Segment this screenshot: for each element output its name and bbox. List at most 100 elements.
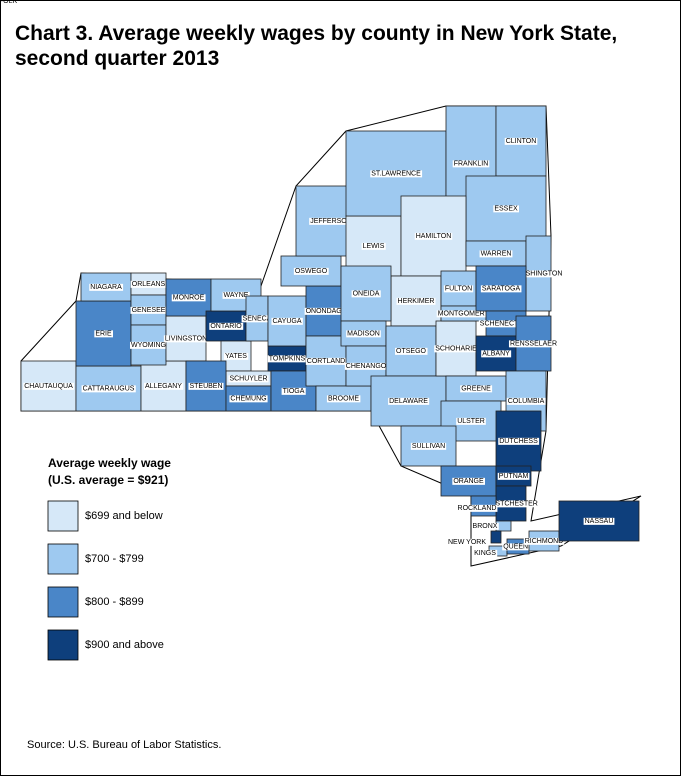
county-label-box <box>224 352 249 360</box>
county-label: DELAWARE <box>389 398 428 405</box>
county-label-box <box>456 417 486 425</box>
county-label-box <box>228 375 269 383</box>
county-label: CATTARAUGUS <box>83 385 135 392</box>
county-label: MONTGOMERY <box>438 310 490 317</box>
county-label: CHENANGO <box>346 363 387 370</box>
county-label-box <box>583 517 615 525</box>
county-label: ULSTER <box>457 418 485 425</box>
county-label: SUFFOLK <box>1 1 17 5</box>
county-label: LIVINGSTON <box>165 335 207 342</box>
legend-title: Average weekly wage <box>48 456 171 470</box>
county-label-box <box>456 504 498 512</box>
county-label: ONONDAGA <box>306 308 347 315</box>
legend-label: $700 - $799 <box>85 553 144 565</box>
county-label: ROCKLAND <box>458 505 497 512</box>
county-label-box <box>508 340 559 348</box>
county-label-box <box>414 232 453 240</box>
county-label-box <box>452 160 490 168</box>
county-label-box <box>81 385 136 393</box>
legend-swatch <box>47 500 79 532</box>
county-label: SARATOGA <box>482 285 521 292</box>
source-note: Source: U.S. Bureau of Labor Statistics. <box>27 739 222 751</box>
county-label-box <box>504 137 538 145</box>
county <box>490 530 502 544</box>
county-label-box <box>209 322 244 330</box>
county-label: CLINTON <box>506 138 537 145</box>
county-label: YATES <box>225 353 247 360</box>
county-label-box <box>493 205 519 213</box>
county-label: BROOME <box>328 395 359 402</box>
county-label: KINGS <box>474 550 496 557</box>
county-label: STEUBEN <box>189 383 222 390</box>
county-label: NIAGARA <box>90 284 122 291</box>
county-label-box <box>471 522 499 530</box>
county-label-box <box>523 537 565 545</box>
legend-label: $699 and below <box>85 510 163 522</box>
county-label-box <box>241 315 273 323</box>
county-label: WARREN <box>481 250 512 257</box>
county-label-box <box>130 280 167 288</box>
county-label-box <box>513 270 564 278</box>
county-label-box <box>502 543 535 551</box>
legend-swatch <box>47 586 79 618</box>
county-label: FULTON <box>445 285 472 292</box>
county-label-box <box>395 347 428 355</box>
county-label-box <box>281 387 306 395</box>
county-label: ALLEGANY <box>145 383 182 390</box>
county-label-box <box>309 217 353 225</box>
county-label: HAMILTON <box>416 233 452 240</box>
county-label: ORLEANS <box>132 281 166 288</box>
county-label-box <box>370 170 423 178</box>
county-label-box <box>460 385 493 393</box>
county-label: OTSEGO <box>396 348 427 355</box>
county-label: ESSEX <box>494 205 518 212</box>
county-label: CHAUTAUQUA <box>24 383 73 390</box>
county-label-box <box>481 350 512 358</box>
county-label-box <box>229 395 268 403</box>
county-label: SCHUYLER <box>229 375 267 382</box>
county-label-box <box>410 442 447 450</box>
county-label: SULLIVAN <box>412 443 445 450</box>
county-label: WESTCHESTER <box>484 500 538 507</box>
county-label: FRANKLIN <box>454 160 489 167</box>
county-label-box <box>351 290 381 298</box>
county-label-box <box>436 310 491 318</box>
county-label: ORANGE <box>453 478 484 485</box>
county-label: GENESEE <box>132 307 166 314</box>
county-label: OSWEGO <box>295 268 328 275</box>
county-label: JEFFERSON <box>310 218 352 225</box>
county-label-box <box>144 382 184 390</box>
county-label-box <box>447 538 488 546</box>
county-label: COLUMBIA <box>508 398 545 405</box>
county-label: NASSAU <box>585 518 614 525</box>
legend-label: $800 - $899 <box>85 596 144 608</box>
county-label-box <box>89 283 124 291</box>
county-label: LEWIS <box>363 243 385 250</box>
county-label-box <box>497 472 530 480</box>
county-label: CHEMUNG <box>230 395 266 402</box>
county-label: SCHOHARIE <box>435 345 477 352</box>
county-label-box <box>361 242 386 250</box>
county-label: NEW YORK <box>448 539 486 546</box>
county-label-box <box>94 330 113 338</box>
county-label: TIOGA <box>283 388 305 395</box>
county-label-box <box>473 549 498 557</box>
county-label-box <box>346 330 381 338</box>
county-label: GREENE <box>461 385 491 392</box>
county-label: TOMPKINS <box>269 355 306 362</box>
county-label-box <box>396 297 436 305</box>
county-label: RENSSELAER <box>510 340 557 347</box>
legend-swatch <box>47 543 79 575</box>
county-label-box <box>344 362 388 370</box>
county-label: QUEENS <box>503 543 533 550</box>
legend-label: $900 and above <box>85 639 164 651</box>
county-label-box <box>498 437 540 445</box>
county-label-box <box>506 397 546 405</box>
county-label-box <box>479 250 513 258</box>
county-label-box <box>478 320 534 328</box>
county-label: CORTLAND <box>307 358 345 365</box>
county-label-box <box>130 306 167 314</box>
county-label: MADISON <box>347 330 380 337</box>
legend-swatch <box>47 629 79 661</box>
